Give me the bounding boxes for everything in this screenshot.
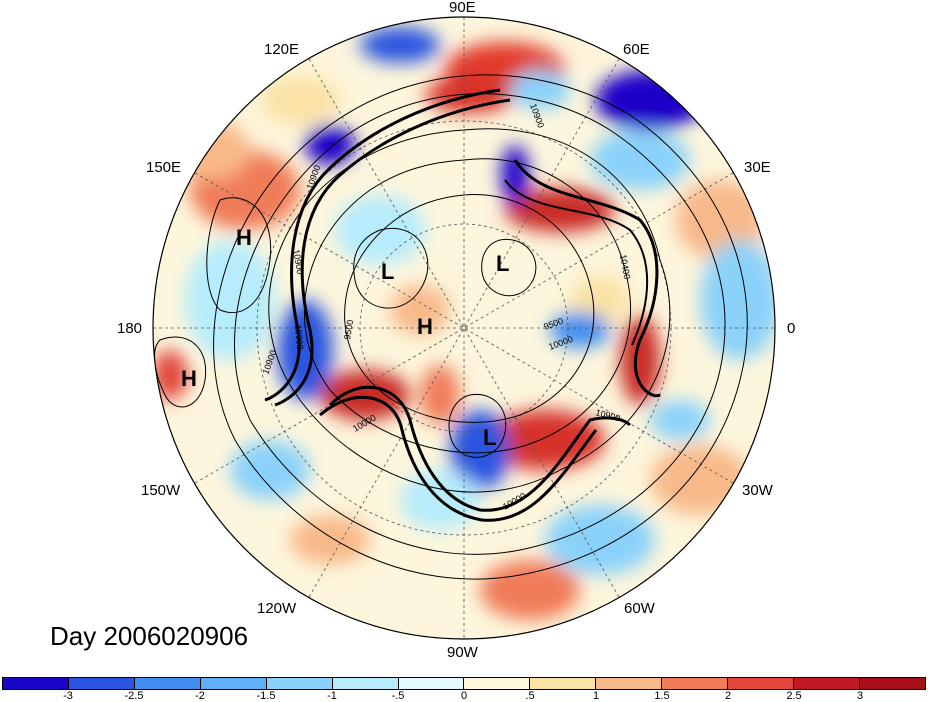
lon-label-150w: 150W [141,482,181,499]
colorbar-tick-label: 1 [592,690,600,702]
colorbar-tick-label: -.5 [391,690,405,702]
colorbar-tick-label: 3 [856,690,864,702]
high-label-150e: H [236,225,252,250]
lon-label-60w: 60W [624,600,655,617]
colorbar-tick-label: 1.5 [654,690,670,702]
colorbar-tick-label: 2.5 [786,690,802,702]
lon-label-60e: 60E [623,41,650,58]
colorbar-tick-label: -1 [327,690,337,702]
low-label-atlantic: L [483,425,496,450]
lon-label-120e: 120E [264,41,300,58]
colorbar-swatch [3,678,69,689]
colorbar-swatch [68,678,135,689]
low-label-siberia: L [381,259,394,284]
colorbar-swatch [530,678,597,689]
colorbar-swatch [464,678,531,689]
colorbar-swatch [134,678,201,689]
contour-label: 10900 [291,249,305,275]
lon-label-120w: 120W [257,600,297,617]
lon-label-180: 180 [117,320,143,337]
colorbar-tick-label: -2 [195,690,205,702]
colorbar-swatch [859,678,925,689]
height-contours [154,74,748,580]
low-label-europe: L [496,251,509,276]
plot-title: Day 2006020906 [50,621,249,651]
lon-label-30w: 30W [742,482,773,499]
high-label-pole: H [417,314,433,339]
colorbar [2,677,926,690]
colorbar-swatch [662,678,729,689]
pressure-systems: H H L L H L [181,225,509,450]
lon-label-150e: 150E [146,159,182,176]
colorbar-swatch [596,678,663,689]
colorbar-ticks: -3 -2.5 -2 -1.5 -1 -.5 0 .5 1 1.5 2 2.5 3 [0,690,928,702]
contour-label: 9500 [342,319,355,340]
colorbar-tick-label: -1.5 [256,690,276,702]
colorbar-swatch [398,678,465,689]
contour-label: 10400 [618,254,632,280]
contour-label: 10000 [293,324,305,350]
colorbar-swatch [200,678,267,689]
map-boundary [152,16,776,640]
lon-label-90w: 90W [447,644,478,661]
colorbar-tick-label: -2.5 [124,690,144,702]
colorbar-tick-label: -3 [63,690,73,702]
colorbar-swatch [728,678,795,689]
colorbar-swatch [332,678,399,689]
colorbar-tick-label: 0 [460,690,468,702]
lon-label-0: 0 [787,320,796,337]
high-label-180: H [181,366,197,391]
colorbar-tick-label: 2 [724,690,732,702]
colorbar-swatch [794,678,860,689]
colorbar-tick-label: .5 [525,690,535,702]
colorbar-swatch [266,678,333,689]
lon-label-30e: 30E [744,159,771,176]
lon-label-90e: 90E [449,0,476,16]
